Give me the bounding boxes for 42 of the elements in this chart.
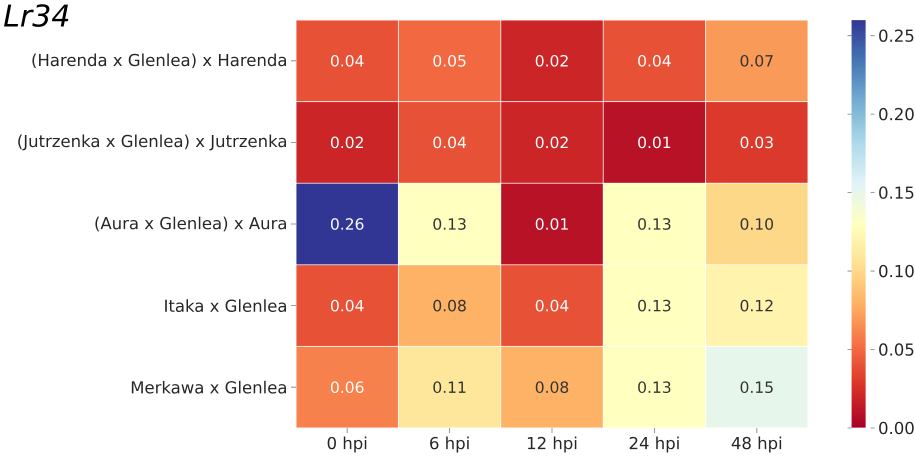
color-bar-label: 0.00 (879, 422, 914, 434)
data-label: 0.26 (330, 218, 364, 230)
text: Lr34 (4, 4, 68, 27)
x-tick-label: 24 hpi (630, 436, 679, 453)
data-label: 0.03 (740, 136, 773, 148)
data-label: 0.13 (638, 218, 670, 230)
data-label: 0.10 (740, 218, 774, 230)
color-bar-label: 0.20 (879, 108, 914, 120)
data-label: 0.13 (638, 381, 670, 394)
x-tick-label: 48 hpi (732, 436, 782, 453)
data-label: 0.02 (330, 136, 363, 148)
y-tick-label: Itaka x Glenlea (165, 299, 286, 312)
data-label: 0.04 (433, 136, 466, 148)
data-label: 0.02 (536, 136, 568, 148)
data-label: 0.06 (330, 381, 364, 394)
y-tick-label: (Jutrzenka x Glenlea) x Jutrzenka (18, 134, 286, 150)
data-label: 0.01 (536, 218, 568, 230)
data-label: 0.08 (433, 300, 466, 312)
color-bar-label: 0.25 (879, 29, 914, 42)
data-label: 0.13 (638, 300, 670, 312)
y-tick-label: (Aura x Glenlea) x Aura (95, 216, 286, 232)
y-tick-label: (Harenda x Glenlea) x Harenda (32, 53, 286, 68)
data-label: 0.01 (638, 136, 670, 148)
data-label: 0.11 (433, 381, 466, 394)
data-label: 0.04 (330, 54, 364, 67)
color-bar-label: 0.10 (879, 264, 914, 278)
data-label: 0.04 (536, 300, 568, 312)
data-label: 0.04 (638, 54, 671, 67)
data-label: 0.08 (536, 381, 568, 394)
data-label: 0.15 (740, 381, 773, 394)
x-tick-label: 12 hpi (528, 436, 576, 453)
data-label: 0.05 (433, 54, 466, 67)
y-tick-label: Merkawa x Glenlea (132, 380, 286, 394)
data-label: 0.12 (740, 300, 772, 312)
data-label: 0.07 (740, 54, 773, 67)
x-tick-label: 6 hpi (430, 436, 469, 453)
data-label: 0.02 (536, 54, 568, 67)
data-label: 0.13 (433, 218, 466, 230)
color-bar-label: 0.05 (879, 343, 914, 356)
x-tick-label: 0 hpi (328, 436, 366, 453)
color-bar-label: 0.15 (879, 186, 914, 199)
data-label: 0.04 (330, 300, 364, 312)
